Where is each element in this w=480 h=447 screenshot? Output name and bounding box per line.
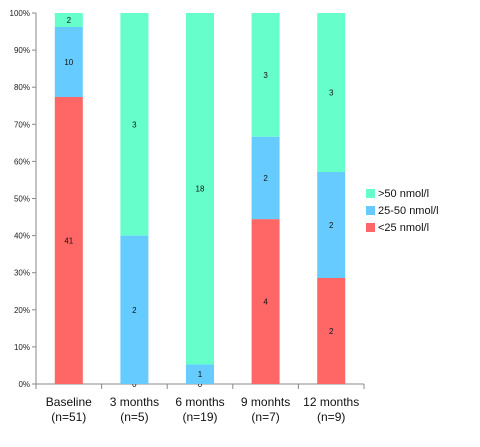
bar-segment	[317, 172, 346, 278]
bar-segment	[54, 27, 83, 97]
legend: >50 nmol/l 25-50 nmol/l <25 nmol/l	[366, 188, 439, 234]
data-label: 2	[132, 306, 137, 315]
data-label: 3	[329, 89, 334, 98]
x-category-label: 12 months (n=9)	[303, 395, 359, 424]
data-label: 2	[329, 327, 334, 336]
bar-segment	[54, 13, 83, 27]
y-tick-label: 10%	[14, 343, 30, 352]
legend-swatch	[366, 223, 375, 232]
bar-segment	[251, 136, 280, 220]
bar-segment	[317, 278, 346, 384]
y-tick-label: 20%	[14, 306, 30, 315]
y-tick-label: 0%	[18, 380, 30, 389]
y-tick-label: 70%	[14, 120, 30, 129]
data-label: 18	[196, 185, 205, 194]
x-category-label: 6 months (n=19)	[175, 395, 224, 424]
bar-segment	[54, 97, 83, 384]
data-label: 0	[132, 380, 137, 389]
x-axis-labels: Baseline (n=51) 3 months (n=5) 6 months (n=19…	[46, 395, 359, 424]
data-label: 3	[132, 120, 137, 129]
y-tick-label: 90%	[14, 46, 30, 55]
legend-label: 25-50 nmol/l	[378, 205, 439, 217]
data-label: 2	[67, 16, 72, 25]
x-category-label: 9 monhts (n=7)	[241, 395, 290, 424]
bar-segment	[120, 235, 149, 384]
x-category-label: Baseline (n=51)	[46, 395, 92, 424]
bar-segment	[186, 364, 214, 384]
legend-swatch	[366, 189, 375, 198]
y-tick-label: 80%	[14, 83, 30, 92]
data-label: 3	[263, 71, 268, 80]
legend-label: >50 nmol/l	[378, 188, 429, 200]
bar-segment	[186, 13, 214, 365]
y-tick-label: 60%	[14, 157, 30, 166]
data-label: 10	[64, 58, 73, 67]
y-tick-label: 40%	[14, 232, 30, 241]
bar-segment	[120, 13, 149, 236]
data-label: 0	[198, 380, 203, 389]
bar-segment	[251, 219, 280, 384]
bar-segment	[251, 13, 280, 137]
y-tick-label: 100%	[10, 9, 30, 18]
data-label: 2	[263, 174, 268, 183]
data-label: 4	[263, 298, 268, 307]
y-tick-label: 30%	[14, 269, 30, 278]
legend-label: <25 nmol/l	[378, 222, 429, 234]
x-category-label: 3 months (n=5)	[110, 395, 159, 424]
bar-segment	[317, 13, 346, 172]
legend-swatch	[366, 206, 375, 215]
data-label: 1	[198, 370, 203, 379]
y-tick-label: 50%	[14, 195, 30, 204]
data-label: 41	[64, 237, 73, 246]
data-label: 2	[329, 221, 334, 230]
